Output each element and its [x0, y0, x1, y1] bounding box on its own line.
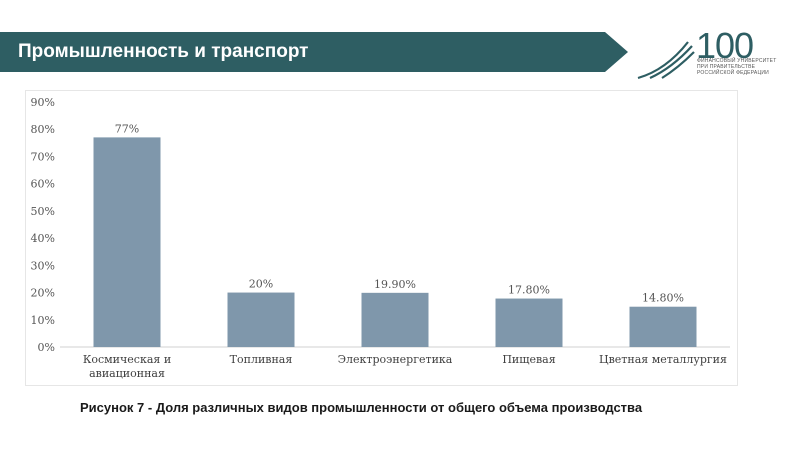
y-tick-label: 30%: [31, 259, 55, 272]
x-tick-label: Пищевая: [502, 353, 555, 366]
x-tick-label: Топливная: [230, 353, 293, 366]
logo-swoosh-icon: [661, 51, 695, 79]
bar: [227, 292, 295, 347]
data-label: 20%: [249, 278, 273, 291]
bar: [93, 137, 161, 347]
y-tick-label: 40%: [31, 232, 55, 245]
chart-frame: [25, 90, 738, 386]
x-tick-label: Цветная металлургия: [599, 353, 727, 366]
logo-swoosh-icon: [649, 45, 693, 80]
x-tick-label: авиационная: [89, 367, 165, 380]
bar: [361, 292, 429, 347]
data-label: 19.90%: [374, 278, 416, 291]
page-title: Промышленность и транспорт: [18, 41, 309, 62]
logo-text-line-3: РОССИЙСКОЙ ФЕДЕРАЦИИ: [697, 70, 769, 76]
bar: [629, 306, 697, 347]
y-tick-label: 50%: [31, 205, 55, 218]
logo-swoosh-icon: [637, 41, 689, 80]
y-tick-label: 10%: [31, 314, 55, 327]
y-tick-label: 60%: [31, 178, 55, 191]
figure-caption: Рисунок 7 - Доля различных видов промышл…: [80, 400, 643, 415]
logo-text-line-2: ПРИ ПРАВИТЕЛЬСТВЕ: [697, 64, 756, 70]
x-tick-label: Электроэнергетика: [338, 353, 453, 366]
header-banner: [0, 32, 628, 72]
bar: [495, 298, 563, 347]
y-tick-label: 90%: [31, 96, 55, 109]
y-tick-label: 80%: [31, 123, 55, 136]
header-banner-bg: [0, 32, 628, 72]
y-tick-label: 70%: [31, 150, 55, 163]
logo-mark: 100: [696, 25, 753, 66]
y-tick-label: 0%: [38, 341, 55, 354]
data-label: 14.80%: [642, 292, 684, 305]
data-label: 17.80%: [508, 284, 550, 297]
y-tick-label: 20%: [31, 287, 55, 300]
data-label: 77%: [115, 122, 139, 135]
university-logo: 100: [637, 25, 754, 80]
logo-text-line-1: ФИНАНСОВЫЙ УНИВЕРСИТЕТ: [697, 58, 777, 64]
x-tick-label: Космическая и: [83, 353, 171, 366]
